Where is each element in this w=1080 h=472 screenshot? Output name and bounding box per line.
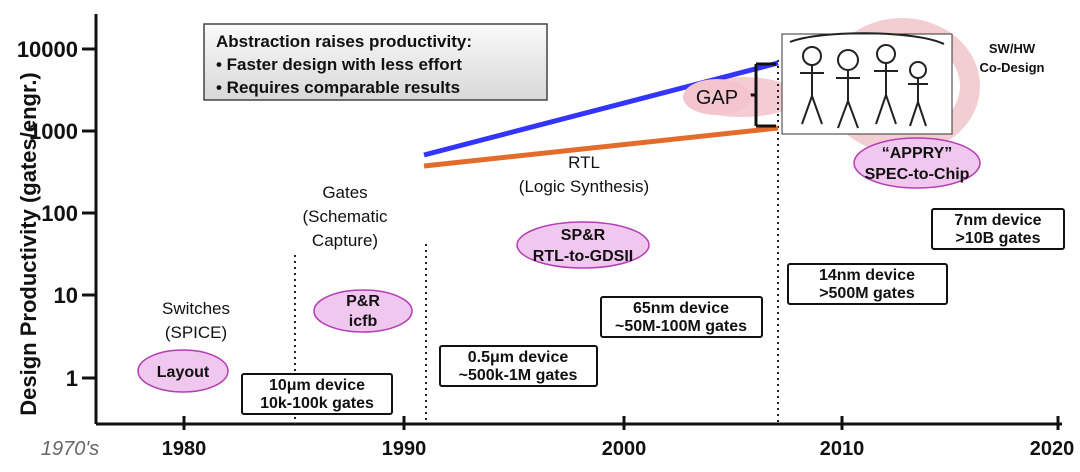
device-box-7nm (931, 208, 1065, 250)
oval-appry-line2: SPEC-to-Chip (865, 166, 970, 183)
phase-rtl-name: RTL (568, 153, 600, 172)
x-start-label: 1970's (41, 438, 99, 460)
abstraction-headline: Abstraction raises productivity: (216, 32, 472, 51)
gap-label: GAP (696, 87, 738, 109)
oval-pr-icfb-line1: P&R (346, 293, 380, 310)
x-tick-label-2000: 2000 (602, 438, 647, 460)
phase-switches-name: Switches (162, 299, 230, 318)
sw-hw-line2: Co-Design (980, 60, 1045, 75)
y-axis-title: Design Productivity (gates/engr.) (16, 72, 41, 416)
device-box-65nm-line2: ~50M-100M gates (615, 318, 747, 335)
device-box-14nm (787, 263, 948, 305)
oval-pr-icfb (313, 289, 413, 333)
oval-pr-icfb-line2: icfb (349, 313, 378, 330)
sw-hw-line1: SW/HW (989, 41, 1036, 56)
oval-appry (853, 137, 981, 189)
orange-productivity-line (423, 125, 779, 169)
x-tick-label-1980: 1980 (162, 438, 207, 460)
abstraction-bullet-2: • Requires comparable results (216, 78, 460, 97)
y-tick-label-1: 1 (66, 366, 78, 391)
device-box-14nm-line2: >500M gates (819, 285, 915, 302)
oval-spr-line1: SP&R (561, 227, 606, 244)
y-tick-label-1000: 1000 (29, 119, 78, 144)
abstraction-bullet-1: • Faster design with less effort (216, 55, 462, 74)
family-image-sketch (789, 32, 945, 129)
device-box-05um-line1: 0.5μm device (468, 349, 569, 366)
phase-gates-detail-2: Capture) (312, 231, 378, 250)
gap-bracket (742, 62, 776, 128)
device-box-05um (439, 345, 598, 387)
oval-spr-line2: RTL-to-GDSII (533, 248, 633, 265)
gap-oval (683, 79, 751, 115)
abstraction-note-box (203, 23, 548, 101)
device-box-10um-line2: 10k-100k gates (260, 395, 374, 412)
device-box-05um-line2: ~500k-1M gates (459, 367, 578, 384)
phase-gates-detail-1: (Schematic (302, 207, 388, 226)
device-box-7nm-line1: 7nm device (954, 212, 1041, 229)
device-box-10um-line1: 10μm device (269, 377, 365, 394)
device-box-14nm-line1: 14nm device (819, 267, 915, 284)
device-box-65nm-line1: 65nm device (633, 300, 729, 317)
y-tick-label-10000: 10000 (17, 37, 78, 62)
blue-productivity-line (423, 60, 779, 158)
y-tick-label-100: 100 (41, 201, 78, 226)
phase-gates-name: Gates (322, 183, 367, 202)
device-box-10um (241, 373, 393, 415)
x-tick-label-2020: 2020 (1030, 438, 1075, 460)
y-tick-label-10: 10 (54, 283, 78, 308)
device-box-65nm (600, 296, 763, 338)
oval-layout-text: Layout (157, 364, 210, 381)
x-tick-label-2010: 2010 (820, 438, 865, 460)
oval-spr (516, 221, 650, 269)
x-tick-label-1990: 1990 (382, 438, 427, 460)
device-box-7nm-line2: >10B gates (956, 230, 1041, 247)
phase-switches-detail: (SPICE) (165, 323, 227, 342)
oval-layout (137, 349, 229, 393)
oval-appry-line1: “APPRY” (882, 145, 953, 162)
phase-rtl-detail: (Logic Synthesis) (519, 177, 649, 196)
